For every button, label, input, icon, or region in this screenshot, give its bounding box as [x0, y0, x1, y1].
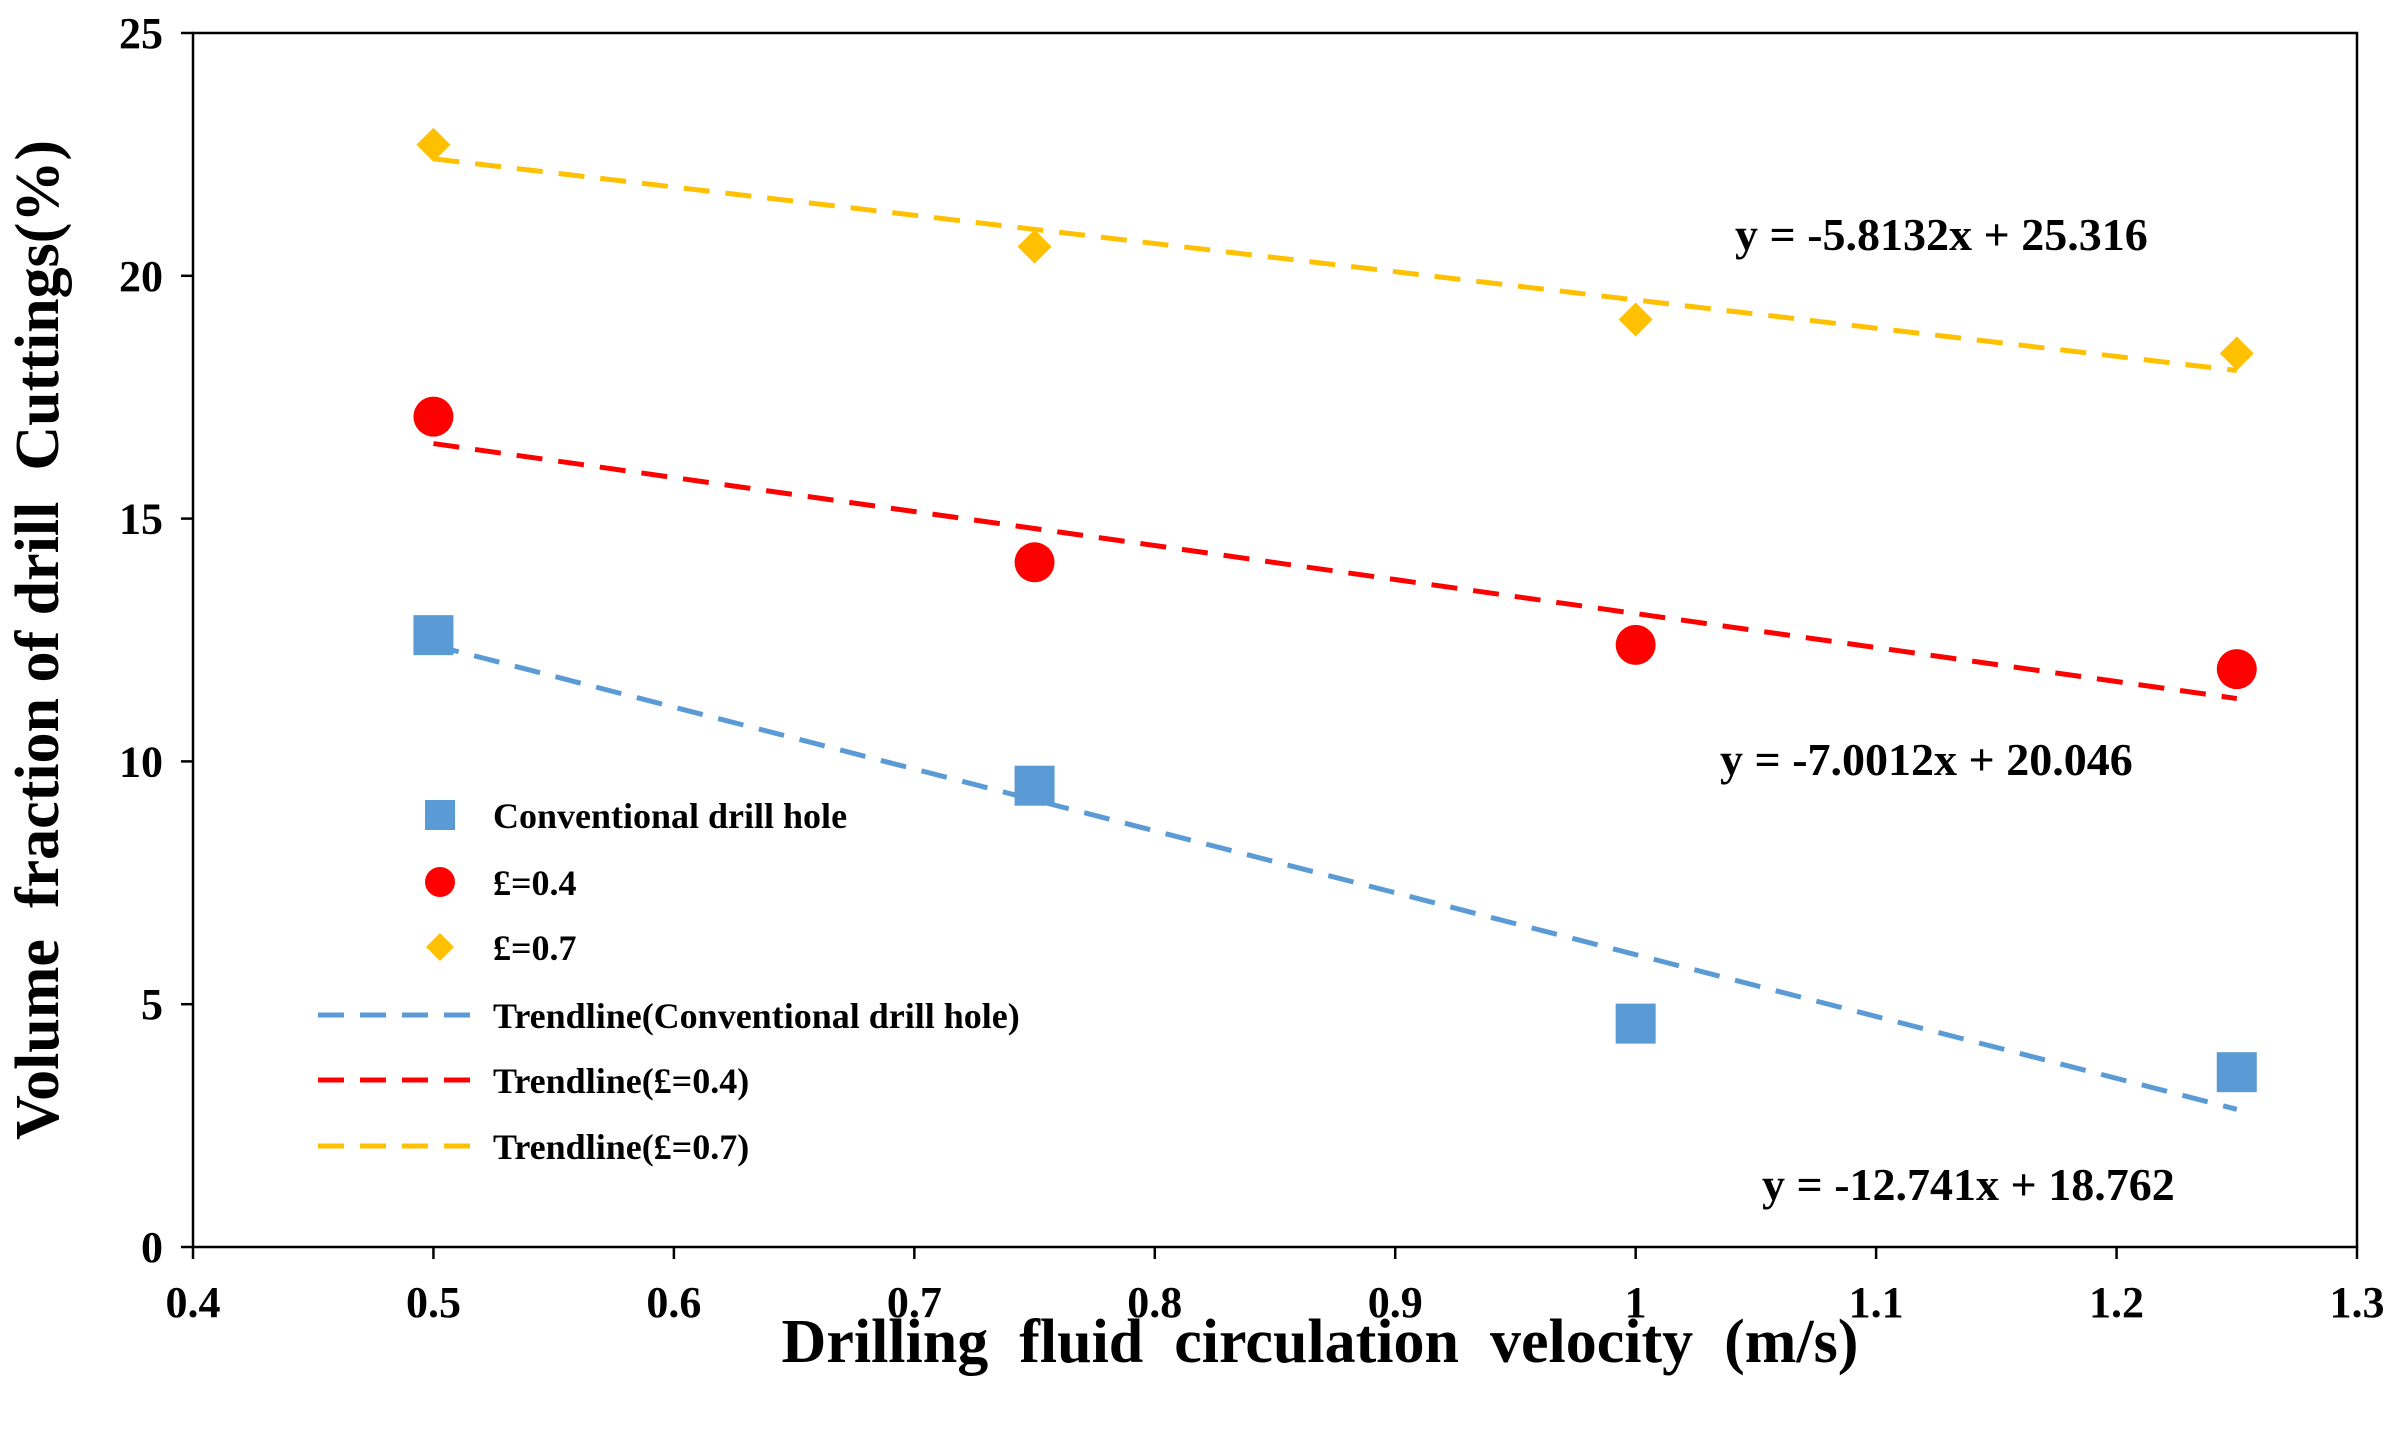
trendline-1 — [433, 441, 2238, 702]
data-point-series-2 — [1618, 302, 1653, 337]
legend-marker-0 — [425, 800, 455, 830]
trendline-0 — [432, 642, 2238, 1112]
x-tick-label: 1.1 — [1849, 1278, 1904, 1327]
legend-label-1: £=0.4 — [493, 863, 577, 903]
trendline-equation-2: y = -5.8132x + 25.316 — [1735, 209, 2148, 260]
data-point-series-0 — [1615, 1003, 1656, 1044]
axes: 0.4 0.5 0.6 0.7 0.8 0.9 1 1.1 1.2 1.3 0 5 10 15 20 25 — [119, 9, 2385, 1327]
data-points — [413, 127, 2257, 1093]
data-point-series-1 — [1014, 542, 1055, 583]
legend-trendline-label-2: Trendline(£=0.7) — [493, 1127, 749, 1167]
trendline-2 — [433, 156, 2238, 373]
legend-trendline-label-1: Trendline(£=0.4) — [493, 1061, 749, 1101]
data-point-series-2 — [2219, 336, 2254, 371]
y-tick-label: 25 — [119, 9, 163, 58]
y-tick-label: 10 — [119, 737, 163, 786]
y-tick-label: 15 — [119, 495, 163, 544]
x-tick-label: 1.3 — [2330, 1278, 2385, 1327]
trendline-equation-1: y = -7.0012x + 20.046 — [1720, 734, 2133, 785]
x-tick-label: 0.6 — [646, 1278, 701, 1327]
trendline-equations: y = -12.741x + 18.762 y = -7.0012x + 20.0… — [1720, 209, 2175, 1210]
data-point-series-2 — [1017, 229, 1052, 264]
x-tick-label: 1.2 — [2089, 1278, 2144, 1327]
plot-area-border — [191, 31, 2359, 1249]
trendlines — [432, 156, 2238, 1112]
x-tick-label: 1 — [1625, 1278, 1647, 1327]
data-point-series-1 — [413, 396, 454, 437]
axis-titles: Drilling fluid circulation velocity (m/s… — [4, 140, 1858, 1376]
data-point-series-1 — [1615, 624, 1656, 665]
trendline-equation-0: y = -12.741x + 18.762 — [1762, 1159, 2175, 1210]
x-tick-label: 0.9 — [1368, 1278, 1423, 1327]
x-tick-label: 0.4 — [166, 1278, 221, 1327]
x-tick-label: 0.8 — [1127, 1278, 1182, 1327]
data-point-series-0 — [413, 615, 454, 656]
legend-label-2: £=0.7 — [493, 928, 577, 968]
data-point-series-0 — [2216, 1052, 2257, 1093]
legend-marker-1 — [425, 867, 455, 897]
data-point-series-0 — [1014, 765, 1055, 806]
x-axis-title: Drilling fluid circulation velocity (m/s… — [782, 1308, 1859, 1376]
y-axis-title: Volume fraction of drill Cuttings(%) — [4, 140, 72, 1140]
x-tick-label: 0.7 — [887, 1278, 942, 1327]
legend-marker-2 — [426, 933, 454, 961]
x-tick-label: 0.5 — [406, 1278, 461, 1327]
legend-label-0: Conventional drill hole — [493, 796, 847, 836]
legend-trendline-label-0: Trendline(Conventional drill hole) — [493, 996, 1020, 1036]
y-tick-label: 20 — [119, 252, 163, 301]
legend: Conventional drill hole £=0.4 £=0.7 Trendli… — [318, 796, 1020, 1167]
data-point-series-1 — [2216, 649, 2257, 690]
y-tick-label: 0 — [141, 1223, 163, 1272]
data-point-series-2 — [416, 127, 451, 162]
y-tick-label: 5 — [141, 980, 163, 1029]
